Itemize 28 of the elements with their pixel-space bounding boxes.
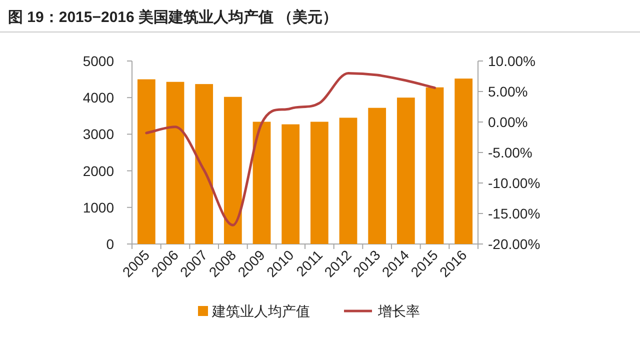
bar xyxy=(195,84,214,244)
y2-tick-label: 10.00% xyxy=(488,53,536,69)
bar xyxy=(282,124,300,244)
y2-tick-label: -10.00% xyxy=(488,175,540,191)
chart-title: 图 19：2015−2016 美国建筑业人均产值 （美元） xyxy=(8,8,338,26)
bar xyxy=(426,87,444,244)
y2-tick-label: 0.00% xyxy=(488,114,528,130)
y-tick-label: 5000 xyxy=(82,53,114,69)
y2-tick-label: -20.00% xyxy=(488,236,540,252)
y-tick-label: 2000 xyxy=(82,162,114,179)
y-tick-label: 0 xyxy=(106,236,114,252)
bar xyxy=(252,122,271,244)
y2-tick-label: -5.00% xyxy=(488,144,532,160)
bar xyxy=(166,82,184,244)
y-tick-label: 4000 xyxy=(82,90,114,106)
legend-label: 建筑业人均产值 xyxy=(211,303,310,319)
bar xyxy=(310,122,328,244)
y-tick-label: 1000 xyxy=(82,199,114,216)
y2-tick-label: 5.00% xyxy=(488,84,528,100)
y-tick-label: 3000 xyxy=(82,126,114,142)
bar xyxy=(224,96,242,244)
bar xyxy=(368,108,386,244)
bar xyxy=(396,98,415,244)
bar xyxy=(137,79,156,244)
legend-label: 增长率 xyxy=(377,303,420,319)
bar xyxy=(339,118,358,244)
bar xyxy=(454,78,473,244)
y2-tick-label: -15.00% xyxy=(488,206,540,222)
